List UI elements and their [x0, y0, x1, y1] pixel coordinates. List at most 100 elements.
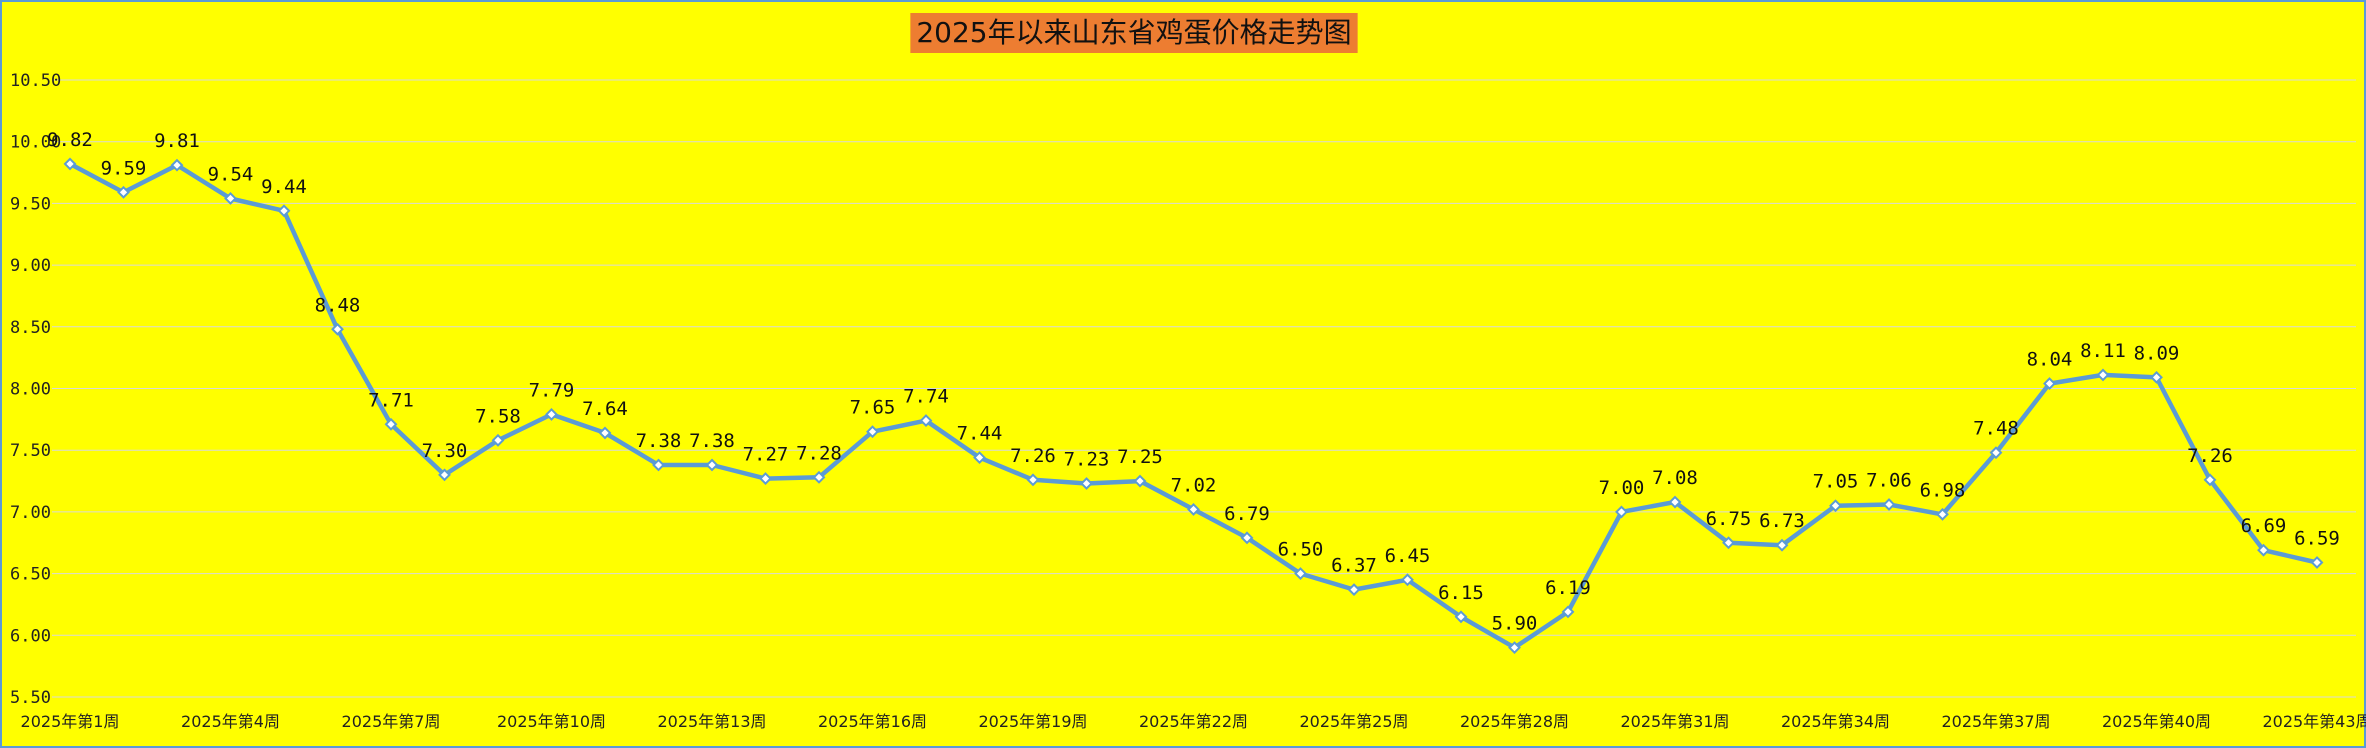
data-point-marker: [973, 451, 986, 465]
data-label: 6.79: [1224, 503, 1270, 525]
data-point-marker: [2203, 473, 2217, 487]
data-label: 7.27: [743, 444, 789, 466]
data-point-marker: [117, 185, 130, 199]
data-label: 6.37: [1331, 555, 1377, 577]
data-label: 6.59: [2294, 527, 2340, 549]
data-label: 6.75: [1706, 508, 1752, 530]
y-tick-label: 7.50: [10, 441, 51, 461]
data-label: 6.50: [1278, 539, 1324, 561]
x-tick-label: 2025年第16周: [818, 712, 927, 731]
x-tick-label: 2025年第10周: [497, 712, 606, 731]
data-label: 8.09: [2134, 342, 2180, 364]
data-label: 6.45: [1385, 545, 1431, 567]
data-point-marker: [2150, 370, 2163, 384]
data-point-marker: [1615, 505, 1628, 519]
data-point-marker: [1936, 507, 1949, 521]
data-point-marker: [2096, 368, 2110, 382]
data-label: 7.06: [1866, 469, 1912, 491]
y-tick-label: 9.00: [10, 256, 51, 276]
x-tick-label: 2025年第34周: [1781, 712, 1890, 731]
data-label: 7.25: [1117, 446, 1163, 468]
gridlines: [52, 79, 2356, 698]
data-label: 6.98: [1920, 479, 1966, 501]
data-label: 8.04: [2027, 349, 2073, 371]
data-label: 6.19: [1545, 577, 1591, 599]
x-tick-label: 2025年第19周: [978, 712, 1087, 731]
data-label: 9.81: [154, 130, 200, 152]
data-point-marker: [1401, 573, 1414, 587]
x-tick-label: 2025年第25周: [1299, 712, 1408, 731]
data-label: 7.74: [903, 386, 949, 408]
data-point-marker: [491, 433, 505, 447]
data-point-marker: [1187, 503, 1200, 516]
x-tick-label: 2025年第4周: [181, 712, 280, 731]
data-point-marker: [1775, 538, 1789, 552]
data-point-marker: [224, 192, 237, 205]
data-label: 7.71: [368, 389, 414, 411]
data-label: 7.79: [529, 379, 575, 401]
data-label: 7.38: [689, 430, 735, 452]
data-point-marker: [1080, 477, 1093, 490]
x-tick-label: 2025年第37周: [1941, 712, 2050, 731]
data-label: 7.58: [475, 405, 521, 427]
chart-title-box: [910, 13, 1358, 53]
x-tick-label: 2025年第7周: [342, 712, 441, 731]
data-point-marker: [1133, 474, 1147, 488]
data-label: 7.30: [422, 440, 468, 462]
data-point-marker: [1668, 495, 1682, 509]
data-label: 7.48: [1973, 418, 2019, 440]
data-label: 9.44: [261, 176, 307, 198]
data-label: 7.65: [850, 397, 896, 419]
data-point-marker: [2043, 377, 2056, 390]
data-point-marker: [759, 472, 772, 485]
data-point-marker: [1240, 531, 1254, 545]
data-point-marker: [63, 157, 77, 171]
data-labels: 9.82 9.59 9.81 9.54 9.44 8.48 7.71 7.30 7.58 7.79…: [47, 129, 2340, 635]
chart-title-text: 2025年以来山东省鸡蛋价格走势图: [916, 16, 1351, 49]
data-point-marker: [1829, 499, 1842, 513]
data-point-marker: [1347, 583, 1361, 597]
y-tick-label: 9.50: [10, 194, 51, 214]
x-tick-label: 2025年第31周: [1620, 712, 1729, 731]
data-point-marker: [545, 407, 558, 421]
data-point-marker: [1294, 567, 1307, 581]
data-point-marker: [1561, 605, 1575, 619]
data-label: 6.15: [1438, 582, 1484, 604]
data-label: 5.90: [1492, 613, 1538, 635]
data-label: 9.59: [101, 157, 147, 179]
data-point-marker: [1989, 446, 2003, 460]
x-tick-label: 2025年第13周: [657, 712, 766, 731]
data-point-marker: [1454, 610, 1468, 624]
y-tick-label: 7.00: [10, 503, 51, 523]
data-label: 9.82: [47, 129, 93, 151]
data-label: 9.54: [208, 163, 254, 185]
data-label: 8.11: [2080, 340, 2126, 362]
data-point-marker: [438, 468, 451, 482]
y-tick-label: 6.00: [10, 626, 51, 646]
data-label: 7.23: [1064, 449, 1110, 471]
y-tick-label: 10.00: [10, 133, 61, 153]
x-tick-label: 2025年第1周: [21, 712, 120, 731]
data-label: 7.05: [1813, 471, 1859, 493]
data-point-marker: [1026, 473, 1040, 487]
series-layer: [63, 157, 2324, 655]
data-point-marker: [652, 458, 665, 472]
data-point-marker: [2310, 556, 2324, 569]
data-point-marker: [919, 414, 933, 427]
data-label: 7.26: [2187, 445, 2233, 467]
x-tick-label: 2025年第28周: [1460, 712, 1569, 731]
x-tick-label: 2025年第22周: [1139, 712, 1248, 731]
data-label: 7.08: [1652, 467, 1698, 489]
data-point-marker: [170, 158, 184, 172]
data-point-marker: [598, 426, 612, 440]
data-point-marker: [1882, 498, 1896, 511]
data-point-marker: [866, 425, 879, 439]
data-label: 7.02: [1171, 474, 1217, 496]
data-label: 7.00: [1599, 477, 1645, 499]
y-tick-label: 6.50: [10, 565, 51, 585]
data-point-marker: [331, 322, 344, 336]
y-tick-label: 8.50: [10, 318, 51, 338]
data-label: 7.28: [796, 442, 842, 464]
